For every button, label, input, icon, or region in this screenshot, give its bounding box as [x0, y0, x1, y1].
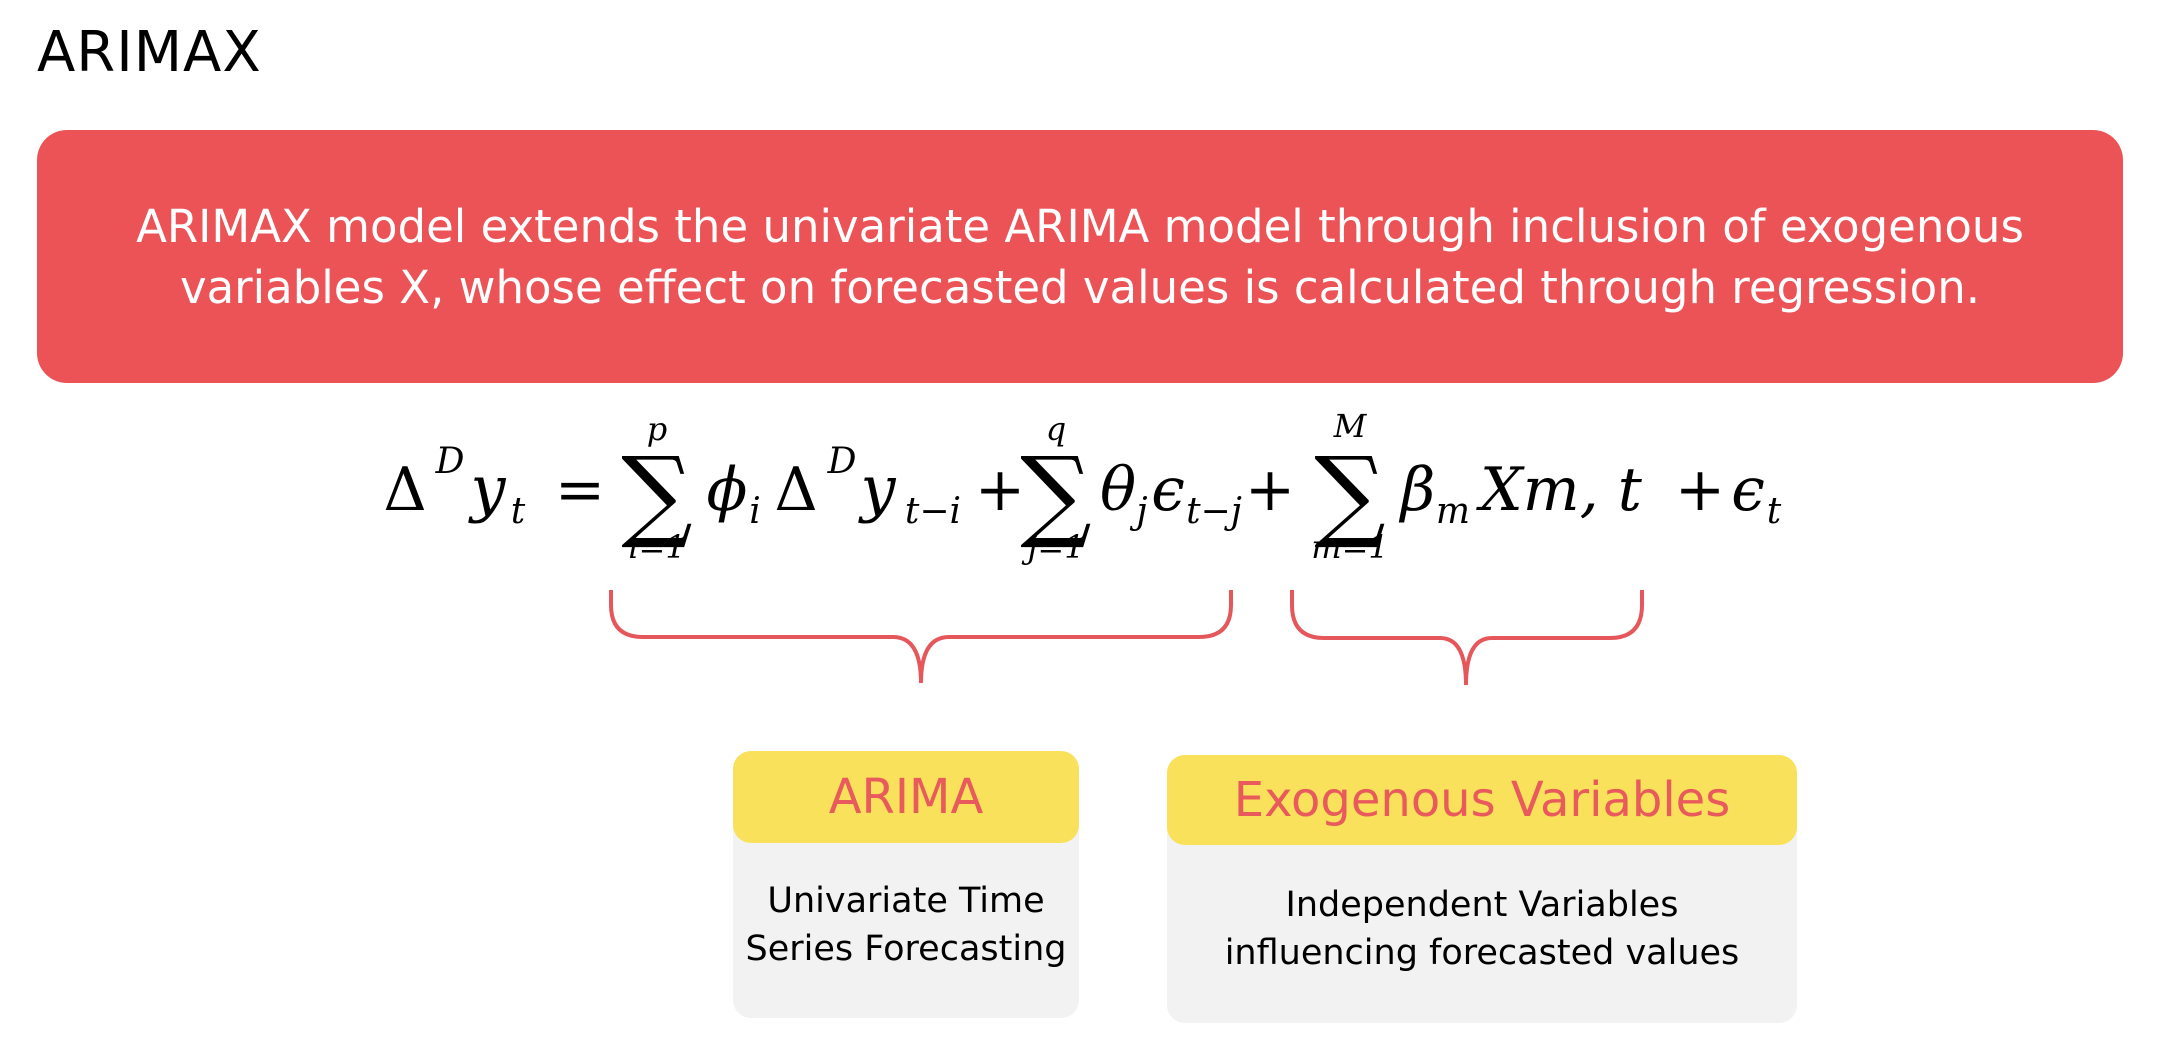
- term1-y: y: [857, 452, 896, 525]
- term2-theta: θ: [1100, 455, 1136, 525]
- banner-text: ARIMAX model extends the univariate ARIM…: [136, 196, 2024, 318]
- term2-epsilon: ϵ: [1151, 455, 1185, 525]
- sum2-sigma: ∑: [1020, 435, 1091, 552]
- plus-sign-1: +: [975, 455, 1025, 525]
- page-title: ARIMAX: [37, 20, 262, 85]
- plus-sign-3: +: [1675, 455, 1725, 525]
- arima-desc-line-2: Series Forecasting: [745, 928, 1067, 969]
- sum2-upper: q: [1046, 410, 1066, 448]
- term1-superscript: D: [827, 441, 857, 482]
- sum1-sigma: ∑: [621, 435, 692, 552]
- sum3-upper: M: [1333, 407, 1368, 445]
- term3-rest: Xm, t: [1476, 455, 1643, 525]
- arima-card-heading: ARIMA: [733, 751, 1079, 843]
- arima-desc-line-1: Univariate Time: [767, 880, 1045, 921]
- term1-subscript: t−i: [905, 491, 961, 532]
- final-epsilon: ϵ: [1731, 455, 1765, 525]
- sum3-sigma: ∑: [1314, 435, 1385, 552]
- exogenous-desc-line-1: Independent Variables: [1285, 885, 1679, 925]
- exogenous-brace: [1290, 590, 1644, 686]
- term2-epsilon-subscript: t−j: [1186, 491, 1242, 532]
- sum2-lower: j=1: [1021, 528, 1084, 566]
- exogenous-card-description: Independent Variables influencing foreca…: [1225, 881, 1740, 977]
- lhs-subscript: t: [511, 491, 526, 532]
- arimax-equation: Δ D y t = p ∑ i=1 ϕ i Δ D y t−i + q ∑ j=…: [383, 407, 1782, 566]
- banner-line-1: ARIMAX model extends the univariate ARIM…: [136, 199, 2024, 253]
- equals-sign: =: [555, 455, 605, 525]
- lhs-superscript: D: [435, 441, 465, 482]
- lhs-delta: Δ: [383, 455, 426, 525]
- sum3-lower: m=1: [1311, 528, 1389, 566]
- term3-beta: β: [1399, 455, 1436, 525]
- banner-line-2: variables X, whose effect on forecasted …: [179, 260, 1981, 314]
- final-epsilon-subscript: t: [1767, 491, 1782, 532]
- arima-card-description: Univariate Time Series Forecasting: [746, 877, 1067, 973]
- exogenous-card-heading: Exogenous Variables: [1167, 755, 1797, 845]
- term1-delta: Δ: [774, 455, 817, 525]
- sum1-upper: p: [647, 410, 667, 448]
- arima-brace: [609, 590, 1233, 684]
- lhs-y: y: [467, 452, 506, 525]
- exogenous-desc-line-2: influencing forecasted values: [1224, 933, 1740, 973]
- sum1-lower: i=1: [628, 528, 685, 566]
- plus-sign-2: +: [1245, 455, 1295, 525]
- term3-beta-subscript: m: [1436, 491, 1470, 532]
- description-banner: ARIMAX model extends the univariate ARIM…: [37, 130, 2123, 383]
- term1-phi: ϕ: [707, 455, 748, 525]
- term1-phi-subscript: i: [749, 491, 761, 532]
